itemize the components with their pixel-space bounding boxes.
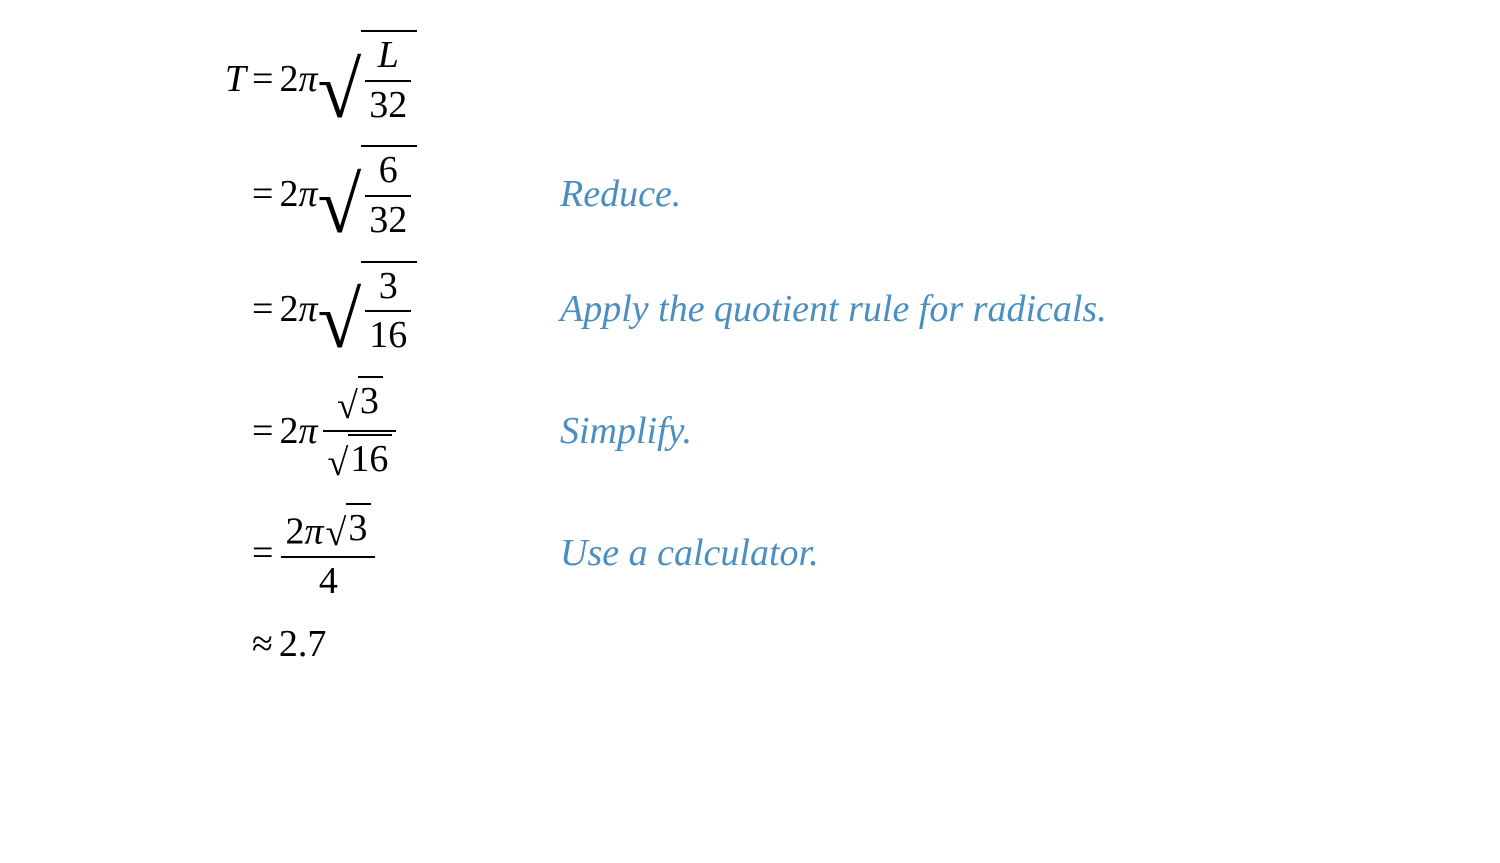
final-value: 2.7 — [279, 622, 327, 666]
step-3: = 2π √ 3 16 Apply the quotient rule for … — [200, 261, 1500, 358]
step-1: T = 2π √ L 32 — [200, 30, 1500, 127]
step-6-expression: ≈ 2.7 — [200, 622, 540, 666]
step-5-annotation: Use a calculator. — [560, 531, 819, 575]
math-derivation: T = 2π √ L 32 = 2π √ — [0, 0, 1500, 666]
pi: π — [298, 57, 317, 101]
frac-den-32: 32 — [365, 84, 411, 128]
step-4-expression: = 2π √3 √16 — [200, 376, 540, 485]
frac-sqrt3-over-sqrt16: √3 √16 — [323, 376, 396, 485]
frac-2pi-sqrt3-over-4: 2π√3 4 — [281, 503, 375, 604]
equals: = — [252, 57, 273, 101]
step-4-annotation: Simplify. — [560, 409, 692, 453]
coef-2: 2 — [279, 57, 298, 101]
step-6: ≈ 2.7 — [200, 622, 1500, 666]
sqrt-6-over-32: √ 6 32 — [317, 145, 417, 242]
step-2-annotation: Reduce. — [560, 172, 681, 216]
sqrt-3-over-16: √ 3 16 — [317, 261, 417, 358]
step-5-expression: = 2π√3 4 — [200, 503, 540, 604]
frac-num-L: L — [374, 34, 403, 78]
step-3-expression: = 2π √ 3 16 — [200, 261, 540, 358]
var-T: T — [225, 58, 246, 100]
step-2-expression: = 2π √ 6 32 — [200, 145, 540, 242]
step-3-annotation: Apply the quotient rule for radicals. — [560, 287, 1107, 331]
step-5: = 2π√3 4 Use a calculator. — [200, 503, 1500, 604]
step-4: = 2π √3 √16 Simplify. — [200, 376, 1500, 485]
sqrt-L-over-32: √ L 32 — [317, 30, 417, 127]
approx: ≈ — [252, 622, 273, 666]
equals: = — [252, 172, 273, 216]
step-1-expression: T = 2π √ L 32 — [200, 30, 540, 127]
step-2: = 2π √ 6 32 Reduce. — [200, 145, 1500, 242]
